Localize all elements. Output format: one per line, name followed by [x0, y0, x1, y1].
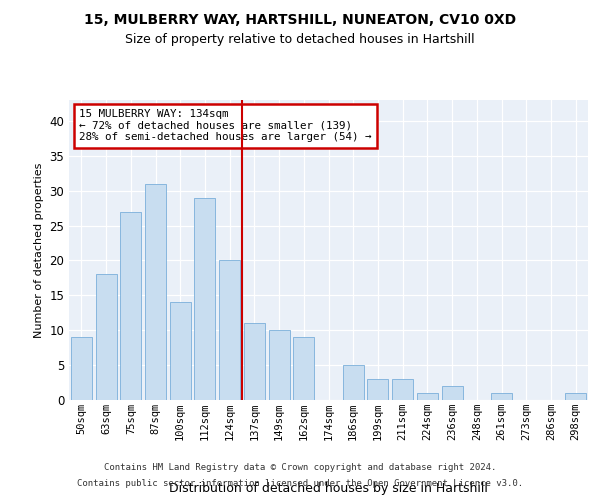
Text: Size of property relative to detached houses in Hartshill: Size of property relative to detached ho… [125, 32, 475, 46]
X-axis label: Distribution of detached houses by size in Hartshill: Distribution of detached houses by size … [169, 482, 488, 495]
Text: 15, MULBERRY WAY, HARTSHILL, NUNEATON, CV10 0XD: 15, MULBERRY WAY, HARTSHILL, NUNEATON, C… [84, 12, 516, 26]
Bar [194, 198, 215, 400]
Bar [392, 379, 413, 400]
Bar [244, 324, 265, 400]
Bar [293, 337, 314, 400]
Bar [417, 393, 438, 400]
Bar [170, 302, 191, 400]
Bar [343, 365, 364, 400]
Text: Contains HM Land Registry data © Crown copyright and database right 2024.: Contains HM Land Registry data © Crown c… [104, 464, 496, 472]
Text: 15 MULBERRY WAY: 134sqm
← 72% of detached houses are smaller (139)
28% of semi-d: 15 MULBERRY WAY: 134sqm ← 72% of detache… [79, 109, 372, 142]
Bar [442, 386, 463, 400]
Bar [565, 393, 586, 400]
Bar [145, 184, 166, 400]
Y-axis label: Number of detached properties: Number of detached properties [34, 162, 44, 338]
Bar [71, 337, 92, 400]
Bar [95, 274, 116, 400]
Bar [367, 379, 388, 400]
Text: Contains public sector information licensed under the Open Government Licence v3: Contains public sector information licen… [77, 478, 523, 488]
Bar [219, 260, 240, 400]
Bar [491, 393, 512, 400]
Bar [120, 212, 141, 400]
Bar [269, 330, 290, 400]
